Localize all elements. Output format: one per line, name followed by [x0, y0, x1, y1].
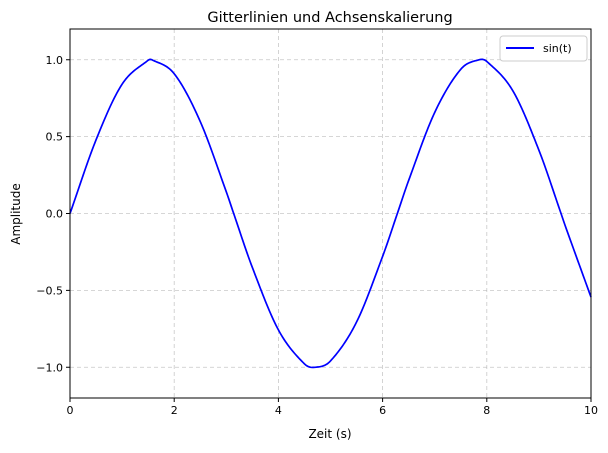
series-line-0 — [69, 58, 592, 369]
chart-title: Gitterlinien und Achsenskalierung — [207, 10, 452, 26]
x-axis-ticks: 0 2 4 6 8 10 — [67, 398, 598, 417]
y-tick-label-2: 0.0 — [46, 208, 64, 221]
y-tick-label-0: −1.0 — [36, 361, 63, 374]
legend-box — [499, 35, 588, 62]
x-tick-label-4: 8 — [483, 404, 490, 417]
x-tick-label-3: 6 — [379, 404, 386, 417]
y-axis-label: Amplitude — [9, 183, 23, 245]
x-tick-label-1: 2 — [171, 404, 178, 417]
x-tick-label-0: 0 — [67, 404, 74, 417]
legend: sin(t) — [499, 35, 588, 62]
y-tick-label-1: −0.5 — [36, 284, 63, 297]
x-tick-label-2: 4 — [275, 404, 282, 417]
legend-label-sin: sin(t) — [543, 42, 572, 55]
x-axis-label: Zeit (s) — [308, 427, 351, 441]
x-tick-label-5: 10 — [584, 404, 598, 417]
series-layer — [69, 58, 592, 369]
y-tick-label-3: 0.5 — [46, 131, 64, 144]
y-tick-label-4: 1.0 — [46, 54, 64, 67]
y-axis-ticks: −1.0 −0.5 0.0 0.5 1.0 — [36, 54, 70, 374]
